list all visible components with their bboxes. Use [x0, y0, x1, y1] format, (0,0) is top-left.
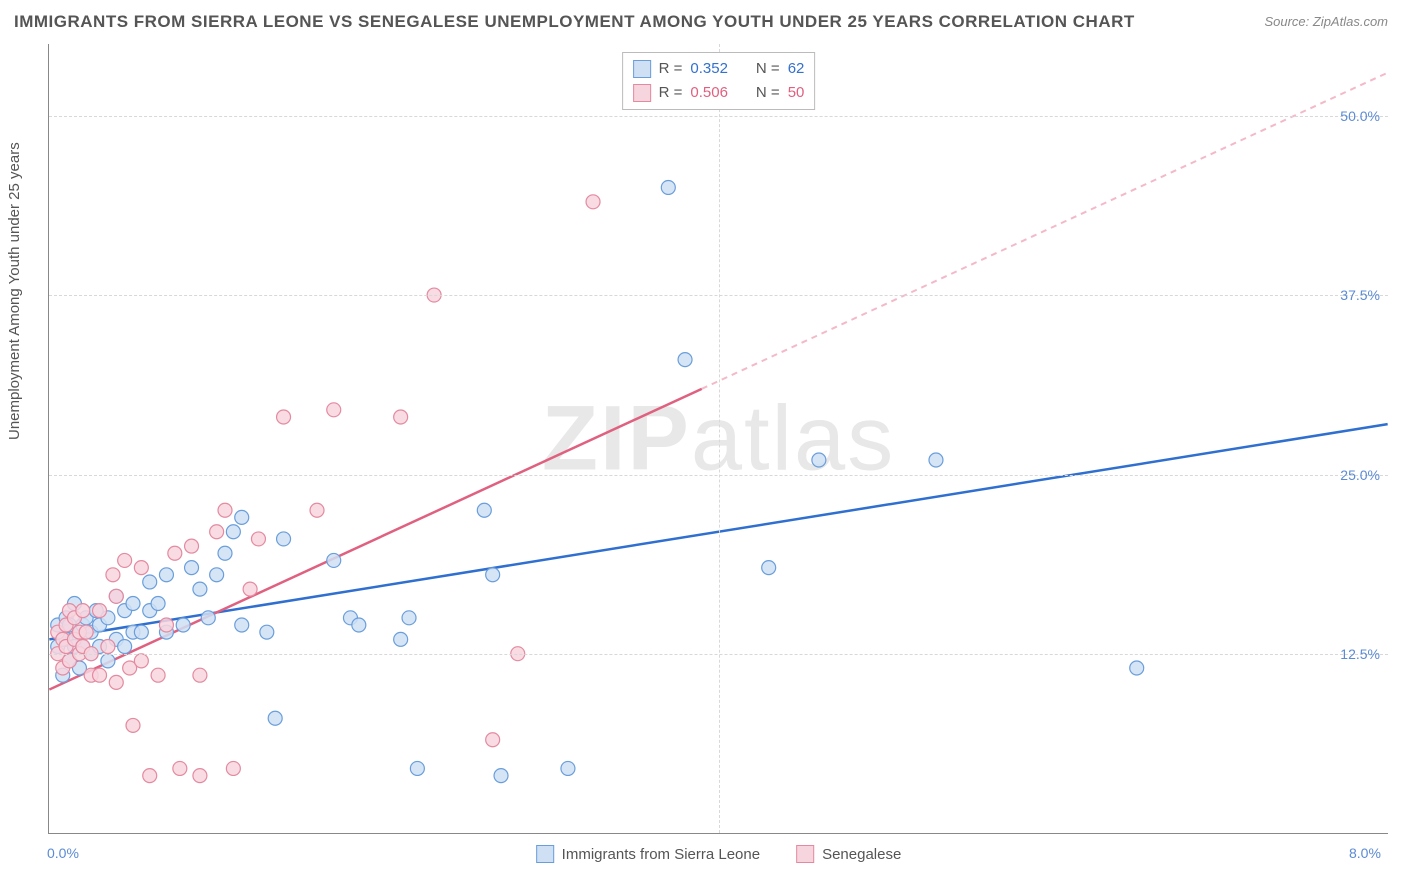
y-tick-label: 25.0%: [1320, 467, 1380, 483]
legend-r-value: 0.506: [690, 81, 728, 105]
y-axis-label: Unemployment Among Youth under 25 years: [6, 142, 23, 440]
y-tick-label: 37.5%: [1320, 287, 1380, 303]
legend-bottom-item: Senegalese: [796, 845, 901, 863]
legend-top-row: R = 0.352 N = 62: [633, 57, 805, 81]
x-tick-label: 0.0%: [47, 845, 79, 861]
legend-swatch: [796, 845, 814, 863]
plot-area: ZIPatlas R =0.352N =62R =0.506N =50 Immi…: [48, 44, 1388, 834]
legend-r-value: 0.352: [690, 57, 728, 81]
y-tick-label: 12.5%: [1320, 646, 1380, 662]
legend-n-value: 50: [788, 81, 805, 105]
legend-n-value: 62: [788, 57, 805, 81]
legend-swatch: [536, 845, 554, 863]
legend-series-label: Senegalese: [822, 846, 901, 863]
legend-series-label: Immigrants from Sierra Leone: [562, 846, 760, 863]
chart-title: IMMIGRANTS FROM SIERRA LEONE VS SENEGALE…: [14, 12, 1135, 32]
legend-bottom: Immigrants from Sierra Leone Senegalese: [536, 845, 902, 863]
gridline-v: [719, 44, 720, 833]
y-tick-label: 50.0%: [1320, 108, 1380, 124]
legend-n-label: N =: [756, 57, 780, 81]
legend-r-label: R =: [659, 57, 683, 81]
source-attribution: Source: ZipAtlas.com: [1264, 14, 1388, 29]
legend-swatch: [633, 84, 651, 102]
chart-container: IMMIGRANTS FROM SIERRA LEONE VS SENEGALE…: [0, 0, 1406, 892]
legend-top: R = 0.352 N = 62 R = 0.506 N = 50: [622, 52, 816, 110]
legend-swatch: [633, 60, 651, 78]
legend-r-label: R =: [659, 81, 683, 105]
legend-top-row: R = 0.506 N = 50: [633, 81, 805, 105]
legend-n-label: N =: [756, 81, 780, 105]
legend-bottom-item: Immigrants from Sierra Leone: [536, 845, 760, 863]
x-tick-label: 8.0%: [1349, 845, 1381, 861]
